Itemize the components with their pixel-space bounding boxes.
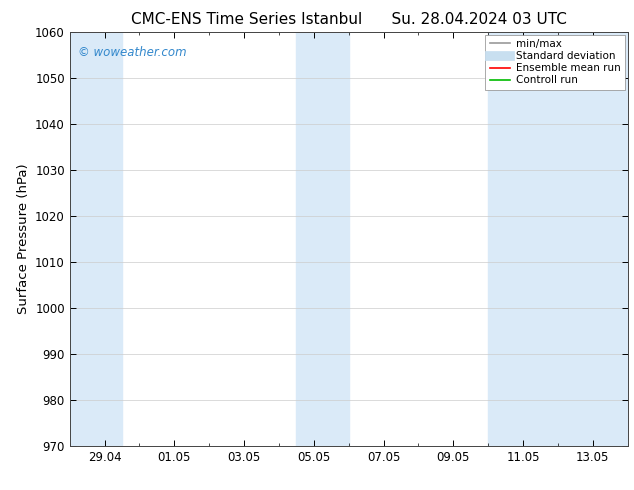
Text: © woweather.com: © woweather.com	[78, 47, 187, 59]
Title: CMC-ENS Time Series Istanbul      Su. 28.04.2024 03 UTC: CMC-ENS Time Series Istanbul Su. 28.04.2…	[131, 12, 567, 26]
Y-axis label: Surface Pressure (hPa): Surface Pressure (hPa)	[16, 164, 30, 314]
Bar	[488, 32, 628, 446]
Bar	[296, 32, 349, 446]
Bar	[70, 32, 122, 446]
Legend: min/max, Standard deviation, Ensemble mean run, Controll run: min/max, Standard deviation, Ensemble me…	[486, 35, 624, 90]
